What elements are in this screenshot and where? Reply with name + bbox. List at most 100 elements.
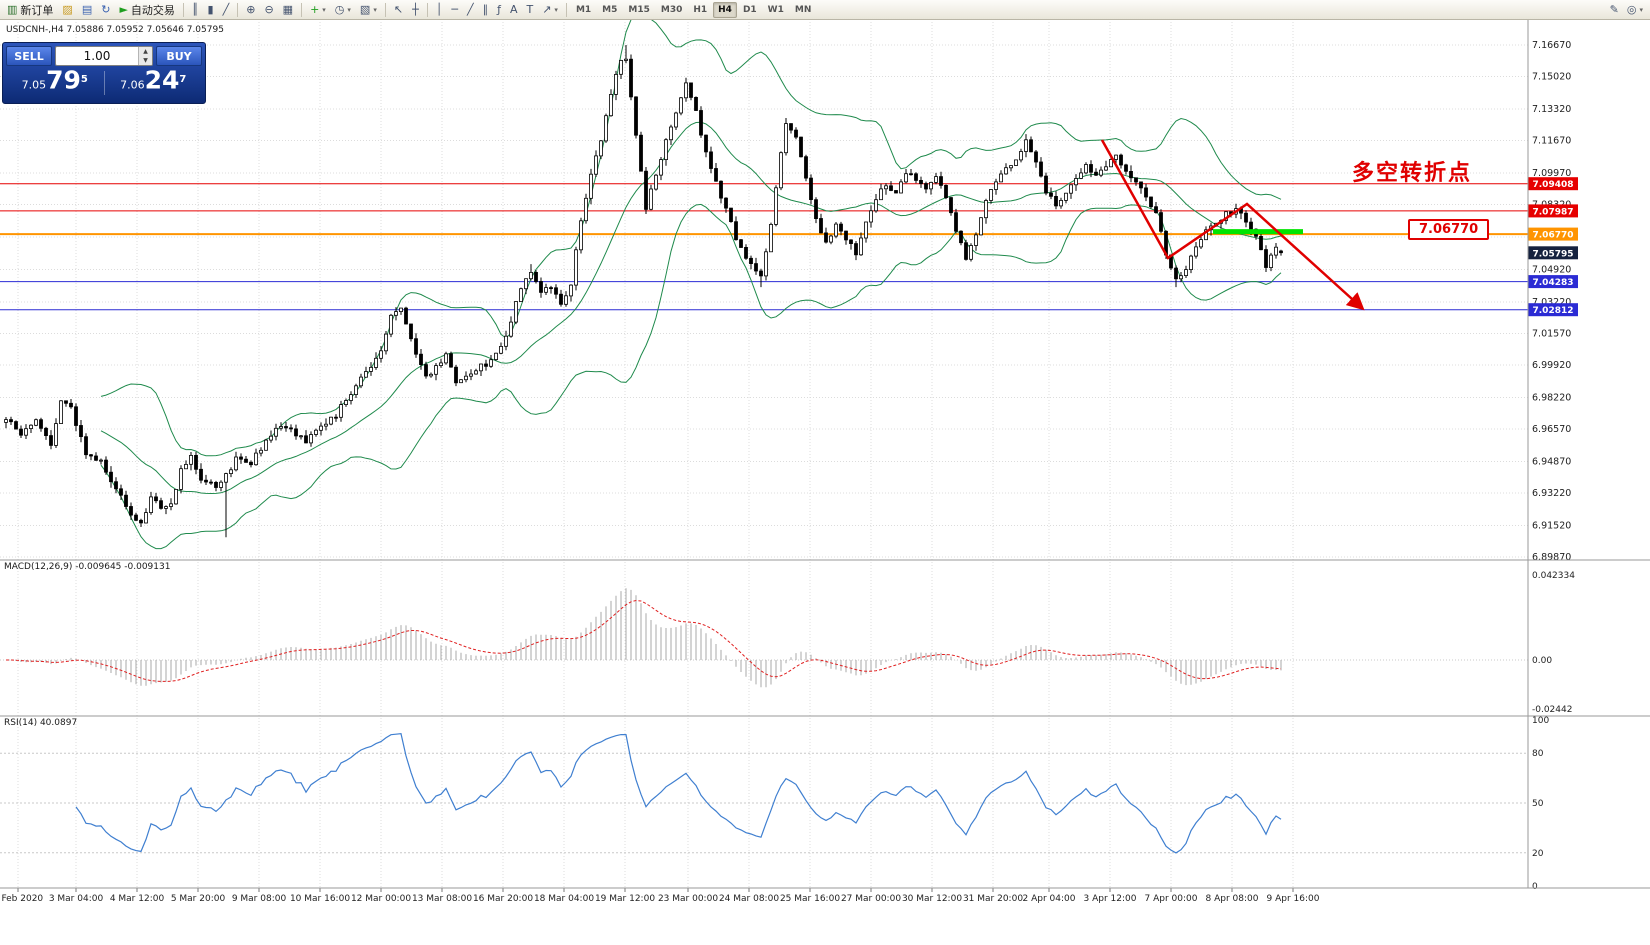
price-axis-label: 6.89870 <box>1532 552 1571 563</box>
timeframe-button-m15[interactable]: M15 <box>628 4 650 15</box>
new-order-button[interactable]: ▥ 新订单 <box>3 1 57 19</box>
fibonacci-icon[interactable]: ƒ <box>493 1 505 19</box>
price-tag <box>1528 246 1578 260</box>
buy-button[interactable]: BUY <box>156 46 202 66</box>
bars-chart-icon: ║ <box>191 3 199 16</box>
price-axis-label: 7.11670 <box>1532 136 1571 147</box>
time-axis-label: 2 Apr 04:00 <box>1023 894 1076 904</box>
arrows-icon[interactable]: ↗ ▾ <box>538 1 562 19</box>
volume-value[interactable]: 1.00 <box>83 49 111 63</box>
toolbar-separator <box>301 2 303 17</box>
price-axis-label: 6.96570 <box>1532 424 1571 435</box>
new-order-icon: ▥ <box>7 3 18 16</box>
cursor-icon[interactable]: ↖ <box>390 1 407 19</box>
market-watch-icon[interactable]: ▤ <box>78 1 96 19</box>
timeframe-button-h4[interactable]: H4 <box>713 1 737 18</box>
price-axis-tags: 7.09408 7.07987 7.06770 7.04283 7.02812 7.057… <box>1528 177 1578 317</box>
timeframe-button-m5[interactable]: M5 <box>602 4 618 15</box>
crosshair-icon[interactable]: ┼ <box>408 1 423 19</box>
sell-price[interactable]: 7.05795 <box>21 65 88 95</box>
price-axis-label: 6.98220 <box>1532 392 1571 403</box>
toolbar-right-group: ✎ ◎ ▾ <box>1606 1 1647 19</box>
rsi-axis-label: 20 <box>1532 849 1544 859</box>
rsi-label: RSI(14) 40.0897 <box>4 718 78 728</box>
zoom-out-icon[interactable]: ⊖ <box>260 1 277 19</box>
price-axis-label: 7.16670 <box>1532 40 1571 51</box>
market-watch-icon: ▤ <box>81 3 93 16</box>
horizontal-line-icon[interactable]: ─ <box>447 1 462 19</box>
svg-text:7.04283: 7.04283 <box>1533 278 1574 288</box>
label-icon: T <box>526 3 534 16</box>
time-axis-label: 27 Mar 00:00 <box>841 894 901 904</box>
chevron-down-icon[interactable]: ▾ <box>554 5 558 14</box>
spinner-down-icon[interactable]: ▼ <box>143 57 148 64</box>
chevron-down-icon[interactable]: ▾ <box>322 5 326 14</box>
price-axis-label: 7.03220 <box>1532 297 1571 308</box>
zoom-in-icon[interactable]: ⊕ <box>242 1 259 19</box>
period-icon[interactable]: ◷ ▾ <box>331 1 355 19</box>
timeframe-button-m1[interactable]: M1 <box>575 4 592 15</box>
time-axis-label: 8 Apr 08:00 <box>1206 894 1259 904</box>
text-icon[interactable]: A <box>506 1 522 19</box>
trend-arrow <box>1100 139 1365 311</box>
time-axis-label: 23 Mar 00:00 <box>658 894 718 904</box>
search-icon[interactable]: ◎ ▾ <box>1623 1 1647 19</box>
tile-windows-icon[interactable]: ▦ <box>279 1 297 19</box>
timeframe-button-w1[interactable]: W1 <box>767 4 784 15</box>
trendline-icon[interactable]: ╱ <box>463 1 478 19</box>
tile-windows-icon: ▦ <box>282 3 294 16</box>
time-axis-label: 12 Mar 00:00 <box>351 894 411 904</box>
bars-chart-icon[interactable]: ║ <box>188 1 203 19</box>
svg-text:7.07987: 7.07987 <box>1533 207 1574 217</box>
horizontal-level-lines[interactable] <box>0 183 1528 311</box>
line-chart-icon[interactable]: ╱ <box>219 1 234 19</box>
price-axis-label: 7.04920 <box>1532 264 1571 275</box>
timeframe-button-d1[interactable]: D1 <box>742 4 757 15</box>
timeframe-button-mn[interactable]: MN <box>794 4 812 15</box>
panel-separators[interactable] <box>0 19 1650 889</box>
price-axis-label: 6.91520 <box>1532 520 1571 531</box>
timeframe-button-h1[interactable]: H1 <box>693 4 708 15</box>
buy-price[interactable]: 7.06247 <box>120 65 187 95</box>
time-axis-label: 24 Mar 08:00 <box>719 894 779 904</box>
time-axis-label: 4 Mar 12:00 <box>110 894 165 904</box>
new-order-button-label: 新订单 <box>20 3 54 17</box>
volume-input[interactable]: 1.00 ▲ ▼ <box>55 46 153 66</box>
time-axis-label: 10 Mar 16:00 <box>290 894 350 904</box>
label-icon[interactable]: T <box>522 1 537 19</box>
autotrading-button-label: 自动交易 <box>130 3 175 17</box>
sell-button[interactable]: SELL <box>6 46 52 66</box>
vertical-line-icon[interactable]: │ <box>432 1 447 19</box>
autotrading-icon: ► <box>119 3 128 16</box>
profiles-icon[interactable]: ▨ <box>58 1 76 19</box>
indicators-icon[interactable]: + ▾ <box>306 1 330 19</box>
rsi-axis-label: 80 <box>1532 749 1544 759</box>
candlestick-chart-icon[interactable]: ▮ <box>204 1 218 19</box>
toolbar-separator <box>384 2 386 17</box>
channel-icon[interactable]: ∥ <box>479 1 493 19</box>
cursor-icon: ↖ <box>393 3 404 16</box>
rsi-axis-label: 50 <box>1532 799 1544 809</box>
template-icon[interactable]: ▧ ▾ <box>356 1 381 19</box>
search-icon: ◎ <box>1626 3 1637 16</box>
template-icon: ▧ <box>359 3 371 16</box>
price-tag <box>1528 204 1578 218</box>
timeframe-button-m30[interactable]: M30 <box>660 4 683 15</box>
refresh-icon[interactable]: ↻ <box>97 1 114 19</box>
compose-icon[interactable]: ✎ <box>1606 1 1623 19</box>
autotrading-button[interactable]: ► 自动交易 <box>115 1 178 19</box>
spinner-up-icon[interactable]: ▲ <box>143 48 148 55</box>
svg-text:7.05795: 7.05795 <box>1533 249 1574 259</box>
toolbar-separator <box>426 2 428 17</box>
volume-spinner[interactable]: ▲ ▼ <box>138 47 152 65</box>
drawn-objects[interactable] <box>1100 139 1365 311</box>
price-axis-label: 7.15020 <box>1532 72 1571 83</box>
symbol-ohlc-line: USDCNH-,H4 7.05886 7.05952 7.05646 7.057… <box>6 25 224 35</box>
time-axis-label: 3 Apr 12:00 <box>1084 894 1137 904</box>
chevron-down-icon[interactable]: ▾ <box>347 5 351 14</box>
chevron-down-icon[interactable]: ▾ <box>373 5 377 14</box>
toolbar-separator <box>565 2 567 17</box>
price-tag <box>1528 177 1578 191</box>
chevron-down-icon[interactable]: ▾ <box>1639 5 1643 14</box>
